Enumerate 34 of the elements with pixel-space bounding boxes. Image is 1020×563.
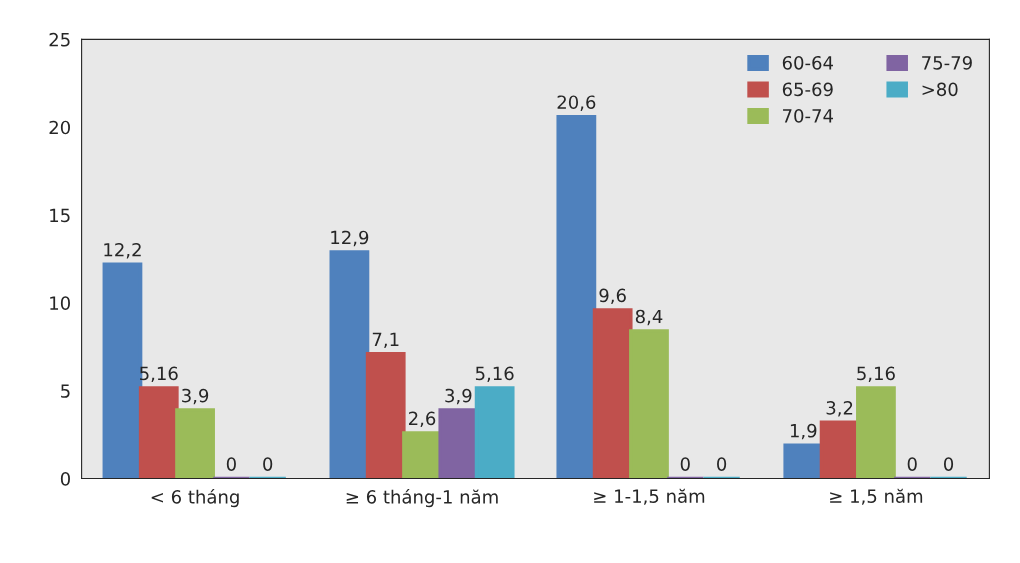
legend-label: 60-64 — [782, 55, 834, 70]
legend-label: >80 — [922, 82, 958, 97]
data-label: 0 — [717, 457, 727, 471]
y-tick-label: 20 — [49, 120, 70, 135]
data-label: 12,9 — [331, 230, 369, 247]
data-label: 20,6 — [557, 95, 596, 111]
data-label: 3,9 — [182, 388, 209, 405]
data-label: 8,4 — [635, 309, 663, 326]
data-label: 1,9 — [790, 423, 817, 440]
data-label: 9,6 — [599, 288, 626, 305]
data-label: 2,6 — [408, 411, 436, 428]
x-tick-label: ≥ 6 tháng-1 năm — [346, 488, 498, 508]
y-tick-label: 25 — [49, 32, 70, 47]
data-label: 3,2 — [826, 401, 853, 417]
legend-label: 70-74 — [783, 108, 834, 123]
y-tick-label: 0 — [60, 472, 70, 486]
data-label: 5,16 — [475, 366, 514, 383]
data-label: 7,1 — [372, 332, 399, 349]
data-label: 0 — [680, 457, 690, 471]
y-tick-label: 5 — [61, 384, 70, 398]
x-tick-label: ≥ 1-1,5 năm — [594, 488, 705, 505]
data-label: 0 — [226, 457, 236, 471]
x-tick-label: ≥ 1,5 năm — [830, 488, 923, 505]
data-label: 0 — [944, 457, 954, 471]
data-label: 0 — [263, 457, 273, 471]
y-tick-label: 15 — [50, 208, 70, 223]
y-tick-label: 10 — [50, 296, 70, 311]
data-label: 5,16 — [857, 366, 895, 383]
legend-label: 65-69 — [782, 82, 833, 97]
data-label: 12,2 — [104, 242, 141, 259]
data-label: 0 — [907, 457, 917, 471]
data-label: 3,9 — [445, 388, 472, 405]
x-tick-label: < 6 tháng — [151, 488, 239, 508]
legend-label: 75-79 — [922, 55, 972, 70]
